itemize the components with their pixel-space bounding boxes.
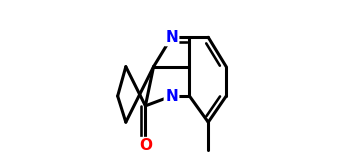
Text: N: N <box>165 88 178 104</box>
Text: O: O <box>139 138 152 153</box>
Text: N: N <box>165 30 178 45</box>
